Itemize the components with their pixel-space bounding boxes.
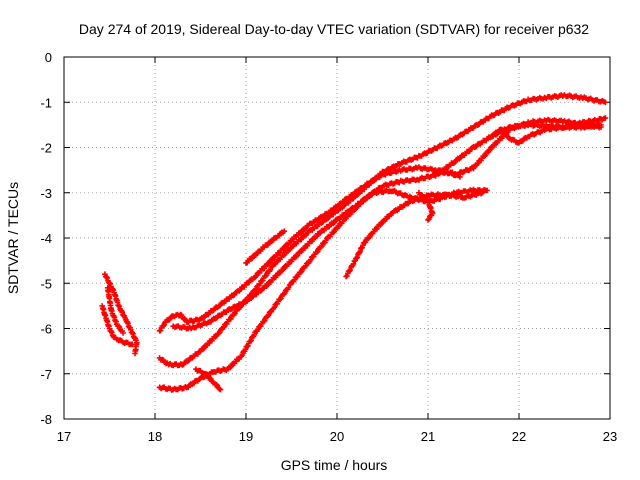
y-tick-label: -5 [40,276,52,291]
series-track-k [416,189,436,223]
y-tick-label: -3 [40,186,52,201]
data-series [99,92,609,393]
series-markers [243,228,287,266]
series-markers [343,189,486,280]
x-tick-label: 19 [239,429,253,444]
series-markers [488,115,609,146]
series-track-g [193,366,224,393]
x-tick-label: 22 [512,429,526,444]
y-tick-label: 0 [45,50,52,65]
series-markers [416,189,436,223]
series-track-c [104,285,126,336]
series-track-a [102,271,140,357]
series-track-j [243,228,287,266]
x-tick-label: 23 [603,429,617,444]
x-axis-label: GPS time / hours [281,457,388,473]
series-track-i [343,189,486,280]
y-tick-label: -6 [40,322,52,337]
y-axis-label: SDTVAR / TECUs [5,182,21,294]
series-markers [156,121,604,393]
series-markers [102,271,140,357]
series-markers [434,168,463,180]
series-markers [99,303,135,348]
y-tick-label: -4 [40,231,52,246]
series-track-b [99,303,135,348]
x-tick-label: 17 [57,429,71,444]
y-tick-label: -7 [40,367,52,382]
series-track-f [156,121,604,393]
axis-ticks: 17 18 19 20 21 22 23 0 -1 -2 -3 -4 -5 -6 -7 -8 [40,50,617,444]
series-markers [104,285,126,336]
y-tick-label: -1 [40,95,52,110]
x-tick-label: 21 [421,429,435,444]
series-track-l [488,115,609,146]
chart-title: Day 274 of 2019, Sidereal Day-to-day VTE… [79,21,589,37]
grid [64,57,610,419]
y-tick-label: -2 [40,141,52,156]
series-track-m [434,168,463,180]
plot-frame [63,56,611,420]
series-markers [193,366,224,393]
x-tick-label: 20 [330,429,344,444]
y-tick-label: -8 [40,412,52,427]
x-tick-label: 18 [148,429,162,444]
